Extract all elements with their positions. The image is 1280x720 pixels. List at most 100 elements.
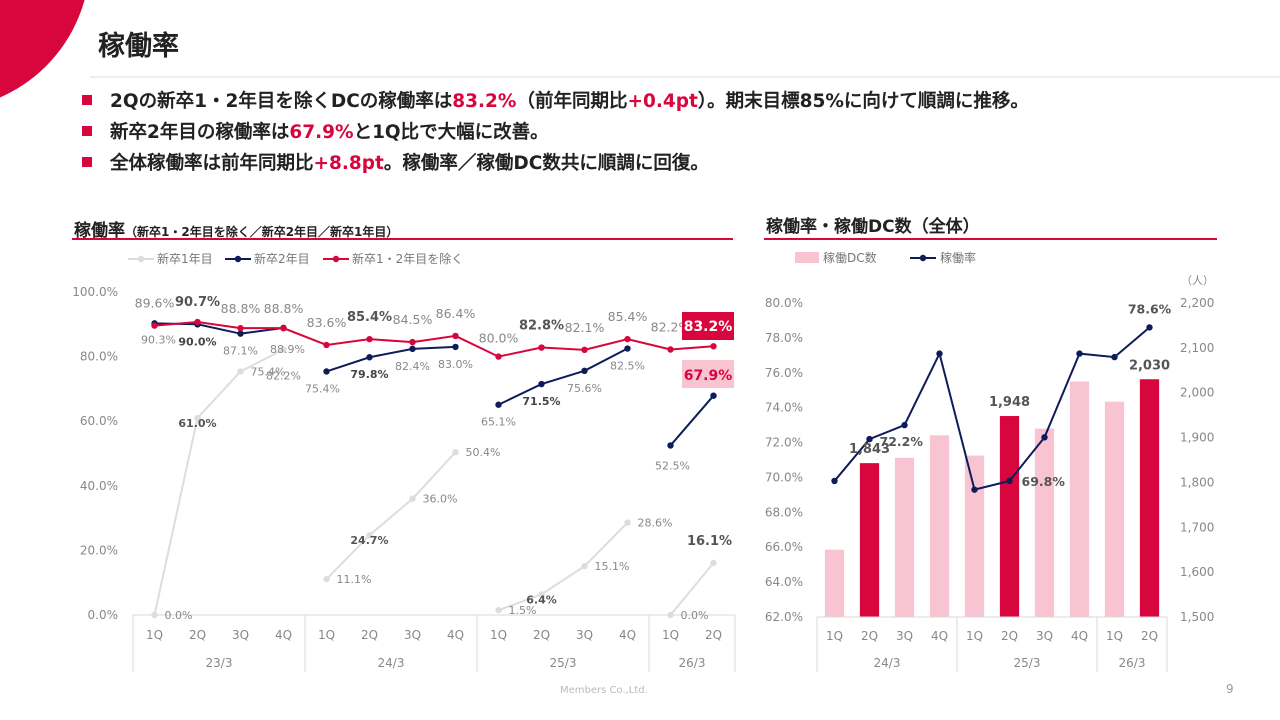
legend-label: 稼働DC数 (823, 250, 877, 265)
x-tick-label: 4Q (275, 628, 292, 642)
bullet-text: 新卒2年目の稼働率は (110, 122, 290, 143)
x-tick-label: 2Q (189, 628, 206, 642)
data-label: 61.0% (178, 417, 216, 430)
y-left-tick-label: 74.0% (765, 401, 803, 415)
data-point (151, 611, 158, 619)
y-right-tick-label: 1,700 (1180, 520, 1214, 534)
x-tick-label: 4Q (1071, 629, 1088, 643)
y-right-tick-label: 2,000 (1180, 386, 1214, 400)
data-label: 36.0% (423, 493, 458, 506)
data-point (323, 368, 330, 375)
data-point (538, 344, 545, 351)
summary-bullets: 2Qの新卒1・2年目を除くDCの稼働率は83.2%（前年同期比+0.4pt）。期… (82, 86, 1029, 179)
data-point (452, 343, 459, 351)
data-point (194, 414, 201, 422)
data-point (409, 495, 416, 502)
data-point (581, 563, 588, 570)
data-point (710, 343, 717, 350)
data-point (710, 392, 717, 399)
bar-label: 1,948 (989, 395, 1030, 410)
data-label: 28.6% (638, 517, 673, 530)
data-label: 85.4% (608, 309, 648, 324)
x-tick-label: 3Q (232, 628, 249, 642)
data-point (1006, 477, 1013, 485)
bullet-1: 2Qの新卒1・2年目を除くDCの稼働率は83.2%（前年同期比+0.4pt）。期… (82, 86, 1029, 117)
data-point (495, 606, 502, 614)
data-point (409, 345, 416, 353)
line-label: 72.2% (880, 434, 924, 449)
x-tick-label: 2Q (1141, 629, 1158, 643)
data-point (366, 335, 373, 343)
x-tick-label: 3Q (576, 628, 593, 642)
bar (964, 455, 985, 617)
y-left-tick-label: 66.0% (765, 540, 803, 554)
data-point (971, 486, 978, 493)
data-point (495, 353, 502, 360)
data-label: 65.1% (481, 416, 516, 429)
data-label: 1.5% (509, 604, 537, 617)
data-label: 86.4% (436, 306, 476, 321)
data-label: 83.2% (684, 319, 733, 335)
bullet-2: 新卒2年目の稼働率は67.9%と1Q比で大幅に改善。 (82, 117, 1029, 148)
data-label: 52.5% (655, 459, 690, 472)
data-label: 11.1% (337, 573, 372, 586)
data-point (901, 421, 908, 429)
y-right-tick-label: 1,900 (1180, 431, 1214, 445)
bullet-square-icon (82, 95, 92, 105)
highlight-box (682, 360, 734, 388)
bullet-highlight: 67.9% (289, 122, 354, 143)
y-right-tick-label: 1,500 (1180, 610, 1214, 624)
y-right-tick-label: 2,100 (1180, 341, 1214, 355)
bar (1034, 428, 1055, 617)
legend-marker (332, 255, 340, 263)
data-label: 88.8% (264, 301, 304, 316)
bar (1139, 379, 1160, 617)
data-point (866, 435, 873, 443)
y-tick-label: 40.0% (80, 479, 118, 493)
x-tick-label: 3Q (896, 629, 913, 643)
x-tick-label: 1Q (1106, 629, 1123, 643)
data-label: 89.6% (135, 296, 175, 311)
y-left-tick-label: 78.0% (765, 331, 803, 345)
data-point (1041, 434, 1048, 441)
x-tick-label: 1Q (146, 628, 163, 642)
x-tick-label: 2Q (705, 628, 722, 642)
data-point (667, 611, 674, 619)
data-label: 79.8% (350, 368, 388, 381)
data-point (280, 324, 287, 332)
legend-marker (919, 254, 927, 262)
data-label: 0.0% (165, 609, 193, 622)
group-label: 23/3 (206, 656, 233, 670)
unit-label: （人） (1181, 274, 1214, 287)
legend-swatch (795, 252, 819, 263)
series-line (325, 451, 457, 580)
data-label: 82.1% (565, 320, 605, 335)
data-point (831, 477, 838, 485)
y-right-tick-label: 1,800 (1180, 475, 1214, 489)
group-label: 24/3 (874, 656, 901, 670)
x-tick-label: 4Q (931, 629, 948, 643)
x-tick-label: 1Q (490, 628, 507, 642)
highlight-box (682, 312, 734, 340)
data-label: 88.9% (270, 343, 305, 356)
bullet-square-icon (82, 157, 92, 167)
data-point (366, 354, 373, 361)
bar-label: 2,030 (1129, 358, 1170, 373)
bullet-highlight: +0.4pt (627, 91, 698, 112)
title-divider (90, 76, 1280, 78)
bullet-text: ）。期末目標85%に向けて順調に推移。 (697, 91, 1029, 112)
data-label: 82.2% (651, 319, 691, 334)
x-tick-label: 2Q (533, 628, 550, 642)
data-label: 75.4% (305, 382, 340, 395)
data-point (538, 591, 545, 598)
x-tick-label: 2Q (361, 628, 378, 642)
data-label: 83.0% (438, 358, 473, 371)
x-tick-label: 4Q (619, 628, 636, 642)
series-line (153, 348, 284, 616)
data-label: 15.1% (595, 560, 630, 573)
data-point (1111, 353, 1118, 361)
data-point (280, 346, 287, 353)
series-line (669, 395, 715, 447)
right-chart-title: 稼働率・稼働DC数（全体） (766, 217, 980, 237)
data-point (624, 335, 631, 343)
